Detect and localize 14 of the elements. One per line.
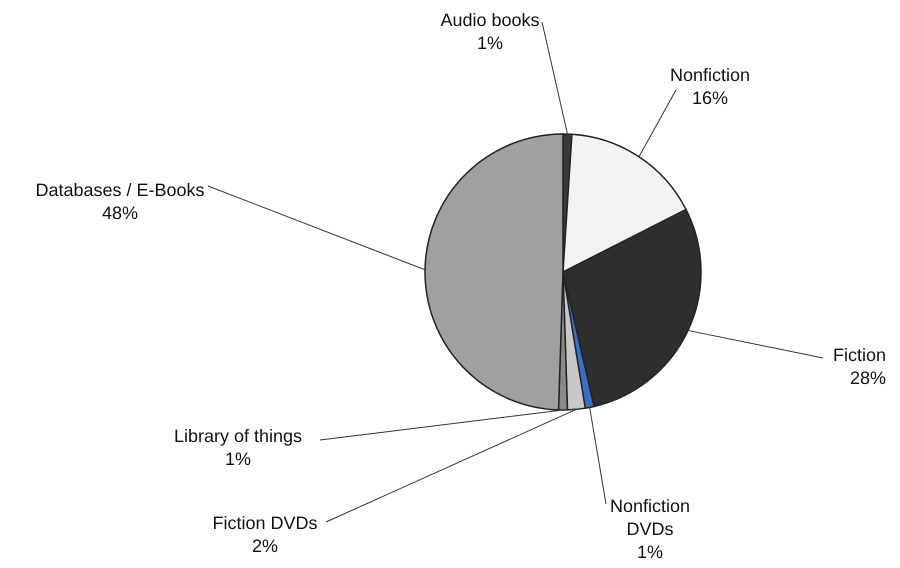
data-label: 2%	[252, 536, 278, 556]
slice-label: Nonfiction	[670, 65, 750, 85]
slice-label: Library of things	[174, 426, 302, 446]
slice-label: Nonfiction DVDs	[610, 496, 690, 539]
slice-label: Fiction DVDs	[212, 513, 318, 533]
slice-label: Databases / E-Books	[35, 180, 205, 200]
data-label: 28%	[850, 368, 886, 388]
slice-label: Audio books	[440, 10, 540, 30]
data-label: 16%	[692, 88, 728, 108]
data-label: 1%	[636, 542, 664, 562]
data-label: 48%	[102, 203, 138, 223]
data-label: 1%	[224, 449, 252, 469]
slice-label: Fiction	[832, 345, 886, 365]
data-label: 1%	[476, 33, 504, 53]
